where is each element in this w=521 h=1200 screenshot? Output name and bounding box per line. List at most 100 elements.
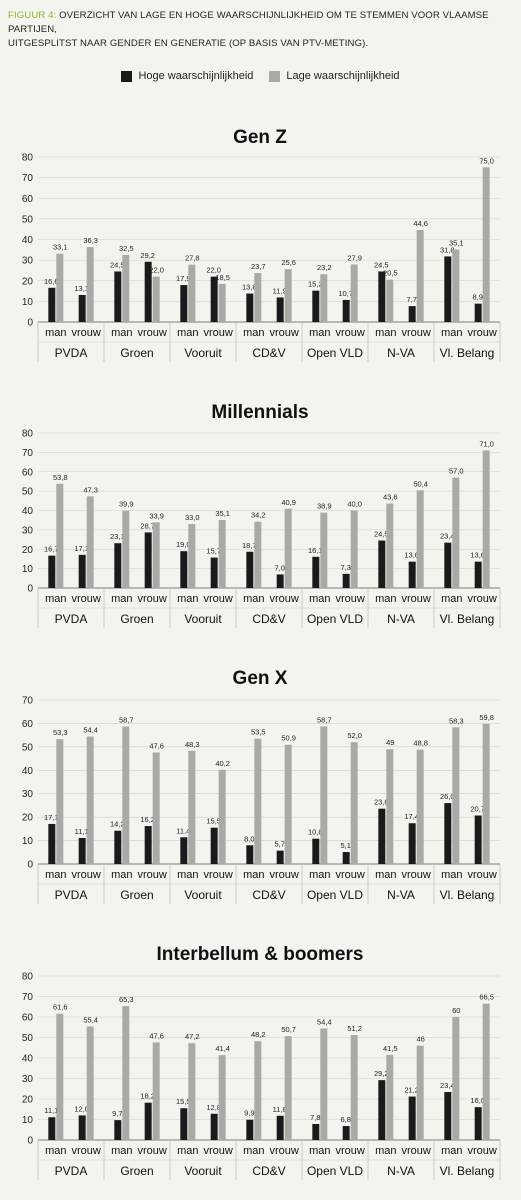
y-tick-label: 30 bbox=[22, 525, 34, 536]
bar-low-vl-belang-man bbox=[452, 1017, 460, 1140]
bar-high-n-va-man bbox=[378, 1080, 386, 1140]
y-tick-label: 70 bbox=[22, 696, 34, 707]
bar-low-vl-belang-vrouw bbox=[482, 450, 490, 588]
bar-low-pvda-man bbox=[56, 1013, 64, 1140]
subcategory-label: vrouw bbox=[72, 327, 101, 339]
data-label-low: 38,9 bbox=[317, 502, 332, 511]
bar-high-cdenv-vrouw bbox=[276, 850, 284, 864]
subcategory-label: vrouw bbox=[468, 327, 497, 339]
bar-low-cdenv-vrouw bbox=[284, 269, 292, 322]
subcategory-label: man bbox=[177, 1145, 198, 1157]
bar-high-cdenv-man bbox=[246, 1119, 254, 1140]
party-label: Groen bbox=[120, 888, 153, 902]
bar-low-groen-vrouw bbox=[152, 522, 160, 588]
y-tick-label: 10 bbox=[22, 836, 34, 847]
subcategory-label: man bbox=[177, 593, 198, 605]
bar-low-cdenv-man bbox=[254, 738, 262, 864]
legend: Hoge waarschijnlijkheid Lage waarschijnl… bbox=[0, 67, 521, 85]
data-label-low: 61,6 bbox=[53, 1003, 68, 1012]
data-label-low: 20,5 bbox=[383, 269, 398, 278]
y-tick-label: 60 bbox=[22, 1013, 34, 1024]
data-label-high: 16,2 bbox=[140, 815, 155, 824]
data-label-low: 71,0 bbox=[479, 439, 494, 448]
bar-high-vl-belang-man bbox=[444, 803, 452, 864]
bar-high-cdenv-vrouw bbox=[276, 297, 284, 322]
party-label: Vl. Belang bbox=[440, 1164, 495, 1178]
bar-low-pvda-vrouw bbox=[86, 247, 94, 322]
data-label-high: 7,7 bbox=[406, 295, 416, 304]
data-label-low: 36,3 bbox=[83, 236, 98, 245]
data-label-low: 50,7 bbox=[281, 1025, 296, 1034]
subcategory-label: man bbox=[441, 327, 462, 339]
data-label-low: 49 bbox=[386, 738, 394, 747]
chart-title-gen-x: Gen X bbox=[233, 668, 288, 689]
y-tick-label: 20 bbox=[22, 276, 34, 287]
data-label-high: 13,6 bbox=[470, 551, 485, 560]
party-label: CD&V bbox=[252, 346, 285, 360]
bar-high-open-vld-man bbox=[312, 556, 320, 588]
subcategory-label: vrouw bbox=[138, 1145, 167, 1157]
y-tick-label: 80 bbox=[22, 972, 34, 983]
y-tick-label: 50 bbox=[22, 742, 34, 753]
subcategory-label: man bbox=[111, 593, 132, 605]
data-label-high: 23,4 bbox=[440, 532, 455, 541]
y-tick-label: 20 bbox=[22, 545, 34, 556]
bar-low-n-va-vrouw bbox=[416, 1045, 424, 1140]
data-label-high: 23,4 bbox=[440, 1081, 455, 1090]
y-tick-label: 10 bbox=[22, 297, 34, 308]
data-label-low: 46 bbox=[417, 1035, 425, 1044]
bar-low-pvda-vrouw bbox=[86, 1026, 94, 1140]
bar-low-groen-man bbox=[122, 510, 130, 588]
data-label-high: 5,7 bbox=[274, 840, 284, 849]
bar-low-vl-belang-vrouw bbox=[482, 723, 490, 864]
data-label-high: 11,1 bbox=[44, 1106, 58, 1115]
bar-low-groen-vrouw bbox=[152, 1042, 160, 1140]
bar-low-cdenv-vrouw bbox=[284, 1036, 292, 1140]
bar-high-pvda-vrouw bbox=[78, 554, 86, 588]
subcategory-label: man bbox=[45, 869, 66, 881]
subcategory-label: vrouw bbox=[270, 327, 299, 339]
subcategory-label: man bbox=[309, 869, 330, 881]
subcategory-label: vrouw bbox=[336, 1145, 365, 1157]
subcategory-label: man bbox=[111, 327, 132, 339]
bar-high-cdenv-vrouw bbox=[276, 574, 284, 588]
bar-high-vooruit-vrouw bbox=[210, 276, 218, 322]
data-label-low: 48,3 bbox=[185, 740, 200, 749]
data-label-high: 29,2 bbox=[374, 1069, 389, 1078]
data-label-low: 54,4 bbox=[317, 1017, 332, 1026]
subcategory-label: man bbox=[309, 327, 330, 339]
data-label-low: 47,3 bbox=[83, 485, 98, 494]
data-label-low: 53,8 bbox=[53, 473, 68, 482]
data-label-high: 6,8 bbox=[340, 1115, 350, 1124]
data-label-low: 34,2 bbox=[251, 511, 266, 520]
data-label-high: 11,9 bbox=[273, 286, 287, 295]
data-label-high: 13,1 bbox=[74, 284, 89, 293]
party-label: N-VA bbox=[387, 1164, 415, 1178]
bar-high-vl-belang-vrouw bbox=[474, 561, 482, 588]
subcategory-label: man bbox=[111, 869, 132, 881]
party-label: Vl. Belang bbox=[440, 612, 495, 626]
y-tick-label: 60 bbox=[22, 467, 34, 478]
bar-high-cdenv-vrouw bbox=[276, 1115, 284, 1140]
y-tick-label: 40 bbox=[22, 506, 34, 517]
bar-low-n-va-man bbox=[386, 279, 394, 322]
caption-line-1: OVERZICHT VAN LAGE EN HOGE WAARSCHIJNLIJ… bbox=[8, 10, 489, 35]
bar-high-open-vld-vrouw bbox=[342, 1126, 350, 1140]
bar-low-pvda-man bbox=[56, 483, 64, 588]
y-tick-label: 70 bbox=[22, 173, 34, 184]
legend-item-low: Lage waarschijnlijkheid bbox=[269, 70, 400, 82]
bar-high-groen-vrouw bbox=[144, 1102, 152, 1140]
subcategory-label: vrouw bbox=[138, 869, 167, 881]
bar-high-pvda-man bbox=[48, 1117, 56, 1140]
y-tick-label: 80 bbox=[22, 429, 34, 440]
data-label-high: 16,0 bbox=[470, 1096, 485, 1105]
data-label-high: 28,7 bbox=[140, 521, 155, 530]
subcategory-label: man bbox=[243, 327, 264, 339]
data-label-high: 5,1 bbox=[340, 841, 350, 850]
data-label-high: 7,0 bbox=[274, 563, 284, 572]
subcategory-label: vrouw bbox=[336, 327, 365, 339]
subcategory-label: man bbox=[375, 1145, 396, 1157]
data-label-low: 60 bbox=[452, 1006, 460, 1015]
subcategory-label: vrouw bbox=[204, 1145, 233, 1157]
data-label-high: 15,5 bbox=[206, 817, 221, 826]
